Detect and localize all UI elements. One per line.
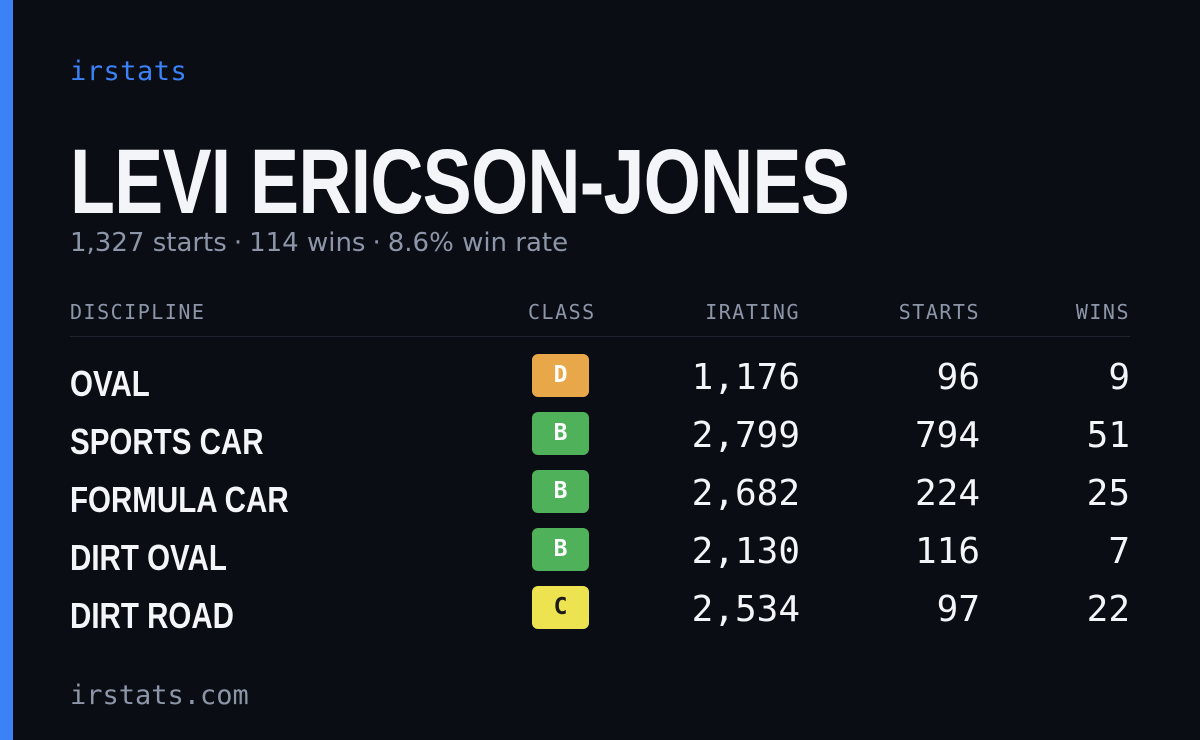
starts-value: 96 xyxy=(936,357,980,398)
class-badge: C xyxy=(532,586,589,629)
total-starts: 1,327 starts xyxy=(70,228,227,258)
class-badge: D xyxy=(532,354,589,397)
stats-table-header: DISCIPLINE CLASS IRATING STARTS WINS xyxy=(70,300,1130,337)
irating-value: 2,682 xyxy=(691,473,800,514)
win-rate: 8.6% win rate xyxy=(387,228,569,258)
header-discipline: DISCIPLINE xyxy=(70,300,206,324)
starts-value: 224 xyxy=(914,473,980,514)
wins-value: 9 xyxy=(1108,357,1130,398)
player-summary: 1,327 starts · 114 wins · 8.6% win rate xyxy=(70,228,568,258)
accent-bar xyxy=(0,0,13,740)
irating-value: 2,799 xyxy=(691,415,800,456)
summary-separator: · xyxy=(233,228,243,258)
table-row: OVAL D 1,176 96 9 xyxy=(70,352,1130,410)
wins-value: 22 xyxy=(1086,589,1130,630)
discipline-name: OVAL xyxy=(70,363,150,404)
discipline-name: SPORTS CAR xyxy=(70,421,264,462)
header-starts: STARTS xyxy=(898,300,980,324)
discipline-name: DIRT OVAL xyxy=(70,537,227,578)
table-row: SPORTS CAR B 2,799 794 51 xyxy=(70,410,1130,468)
class-badge: B xyxy=(532,412,589,455)
irating-value: 2,534 xyxy=(691,589,800,630)
discipline-name: FORMULA CAR xyxy=(70,479,289,520)
discipline-name: DIRT ROAD xyxy=(70,595,234,636)
stats-table-body: OVAL D 1,176 96 9 SPORTS CAR B 2,799 794… xyxy=(70,352,1130,642)
irating-value: 1,176 xyxy=(691,357,800,398)
table-row: DIRT OVAL B 2,130 116 7 xyxy=(70,526,1130,584)
player-name: LEVI ERICSON-JONES xyxy=(70,131,850,233)
starts-value: 116 xyxy=(914,531,980,572)
brand-logo: irstats xyxy=(70,56,188,87)
summary-separator: · xyxy=(372,228,381,258)
table-row: FORMULA CAR B 2,682 224 25 xyxy=(70,468,1130,526)
wins-value: 7 xyxy=(1108,531,1130,572)
header-irating: IRATING xyxy=(705,300,800,324)
starts-value: 794 xyxy=(914,415,980,456)
table-row: DIRT ROAD C 2,534 97 22 xyxy=(70,584,1130,642)
header-class: CLASS xyxy=(528,300,596,324)
wins-value: 25 xyxy=(1086,473,1130,514)
irating-value: 2,130 xyxy=(691,531,800,572)
footer-domain[interactable]: irstats.com xyxy=(70,680,249,711)
header-wins: WINS xyxy=(1075,300,1130,324)
class-badge: B xyxy=(532,470,589,513)
total-wins: 114 wins xyxy=(249,228,366,258)
wins-value: 51 xyxy=(1086,415,1130,456)
class-badge: B xyxy=(532,528,589,571)
starts-value: 97 xyxy=(936,589,980,630)
